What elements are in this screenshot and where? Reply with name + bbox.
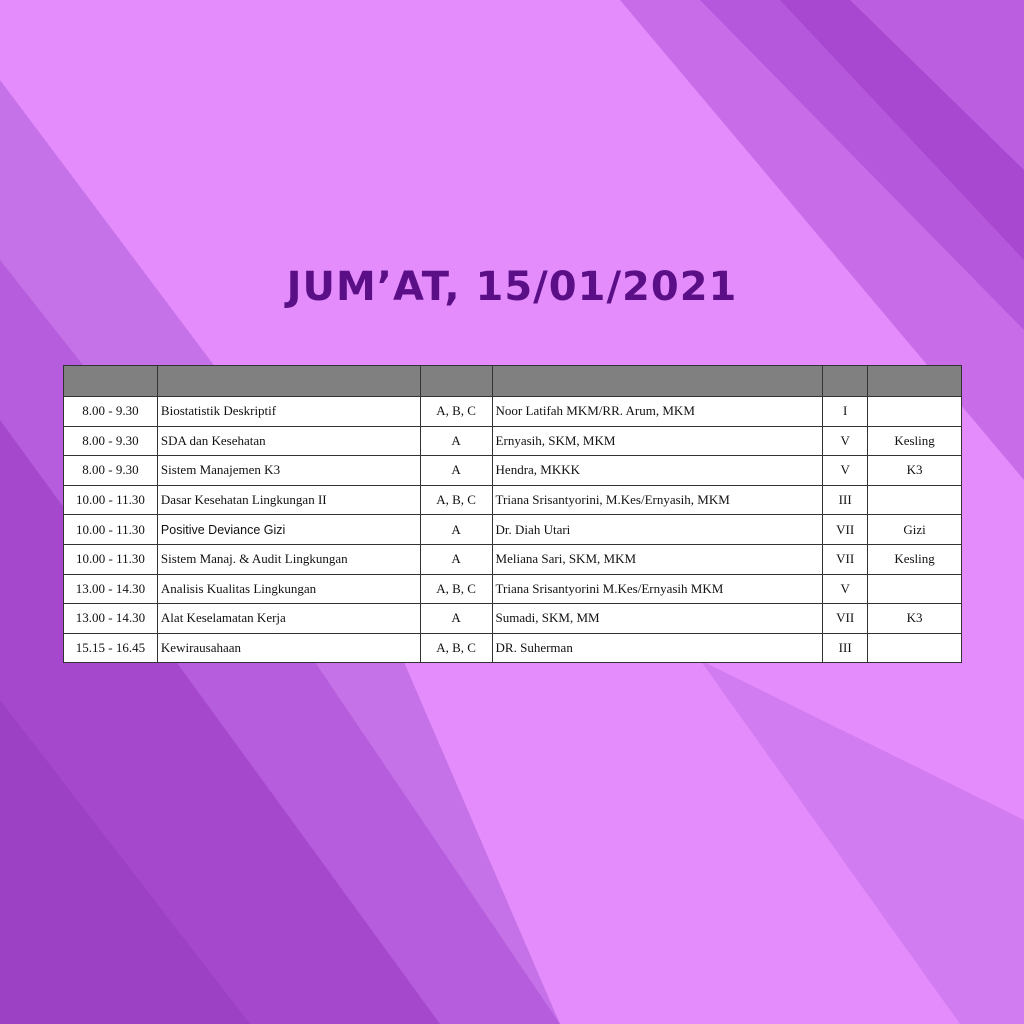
time-cell: 13.00 - 14.30 — [63, 603, 158, 634]
class-cell: A, B, C — [419, 396, 493, 427]
class-cell: A — [419, 425, 493, 457]
semester-cell: V — [822, 573, 869, 605]
time-cell: 8.00 - 9.30 — [63, 455, 158, 486]
program-cell — [867, 484, 962, 516]
course-cell: Kewirausahaan — [156, 632, 421, 664]
table-row: 8.00 - 9.30 SDA dan Kesehatan A Ernyasih, S… — [63, 425, 962, 457]
program-cell: K3 — [867, 455, 962, 486]
time-cell: 10.00 - 11.30 — [63, 514, 158, 545]
class-cell: A, B, C — [419, 573, 493, 605]
class-cell: A — [419, 543, 493, 575]
program-cell — [867, 396, 962, 427]
semester-cell: VII — [822, 603, 869, 634]
course-cell: Alat Keselamatan Kerja — [156, 603, 421, 634]
table-header-row — [63, 365, 962, 397]
course-cell: Analisis Kualitas Lingkungan — [156, 573, 421, 605]
time-cell: 8.00 - 9.30 — [63, 425, 158, 457]
program-cell: K3 — [867, 603, 962, 634]
lecturer-cell: Triana Srisantyorini M.Kes/Ernyasih MKM — [491, 573, 824, 605]
class-cell: A — [419, 514, 493, 545]
time-cell: 10.00 - 11.30 — [63, 484, 158, 516]
table-row: 13.00 - 14.30 Analisis Kualitas Lingkunga… — [63, 573, 962, 605]
program-cell: Gizi — [867, 514, 962, 545]
class-cell: A — [419, 603, 493, 634]
course-cell: SDA dan Kesehatan — [156, 425, 421, 457]
lecturer-cell: Ernyasih, SKM, MKM — [491, 425, 824, 457]
lecturer-cell: Sumadi, SKM, MM — [491, 603, 824, 634]
semester-cell: I — [822, 396, 869, 427]
semester-cell: III — [822, 632, 869, 664]
lecturer-cell: DR. Suherman — [491, 632, 824, 664]
table-row: 13.00 - 14.30 Alat Keselamatan Kerja A Suma… — [63, 603, 962, 634]
lecturer-cell: Meliana Sari, SKM, MKM — [491, 543, 824, 575]
schedule-table: 8.00 - 9.30 Biostatistik Deskriptif A, B, … — [63, 365, 962, 664]
course-cell: Biostatistik Deskriptif — [156, 396, 421, 427]
class-cell: A, B, C — [419, 632, 493, 664]
course-cell: Sistem Manajemen K3 — [156, 455, 421, 486]
page-title: JUM’AT, 15/01/2021 — [286, 264, 738, 310]
time-cell: 10.00 - 11.30 — [63, 543, 158, 575]
semester-cell: VII — [822, 514, 869, 545]
semester-cell: III — [822, 484, 869, 516]
class-cell: A, B, C — [419, 484, 493, 516]
lecturer-cell: Noor Latifah MKM/RR. Arum, MKM — [491, 396, 824, 427]
course-cell: Sistem Manaj. & Audit Lingkungan — [156, 543, 421, 575]
semester-cell: V — [822, 455, 869, 486]
course-cell: Positive Deviance Gizi — [156, 514, 421, 545]
time-cell: 15.15 - 16.45 — [63, 632, 158, 664]
time-cell: 8.00 - 9.30 — [63, 396, 158, 427]
table-row: 8.00 - 9.30 Sistem Manajemen K3 A Hendra, M… — [63, 455, 962, 486]
program-cell: Kesling — [867, 543, 962, 575]
lecturer-cell: Dr. Diah Utari — [491, 514, 824, 545]
table-row: 10.00 - 11.30 Dasar Kesehatan Lingkungan … — [63, 484, 962, 516]
program-cell: Kesling — [867, 425, 962, 457]
table-row: 8.00 - 9.30 Biostatistik Deskriptif A, B, … — [63, 396, 962, 427]
table-row: 10.00 - 11.30 Positive Deviance Gizi A Dr. … — [63, 514, 962, 545]
class-cell: A — [419, 455, 493, 486]
time-cell: 13.00 - 14.30 — [63, 573, 158, 605]
program-cell — [867, 573, 962, 605]
semester-cell: V — [822, 425, 869, 457]
lecturer-cell: Hendra, MKKK — [491, 455, 824, 486]
table-row: 10.00 - 11.30 Sistem Manaj. & Audit Lingk… — [63, 543, 962, 575]
program-cell — [867, 632, 962, 664]
semester-cell: VII — [822, 543, 869, 575]
course-cell: Dasar Kesehatan Lingkungan II — [156, 484, 421, 516]
table-row: 15.15 - 16.45 Kewirausahaan A, B, C DR. Suh… — [63, 632, 962, 664]
lecturer-cell: Triana Srisantyorini, M.Kes/Ernyasih, MK… — [491, 484, 824, 516]
